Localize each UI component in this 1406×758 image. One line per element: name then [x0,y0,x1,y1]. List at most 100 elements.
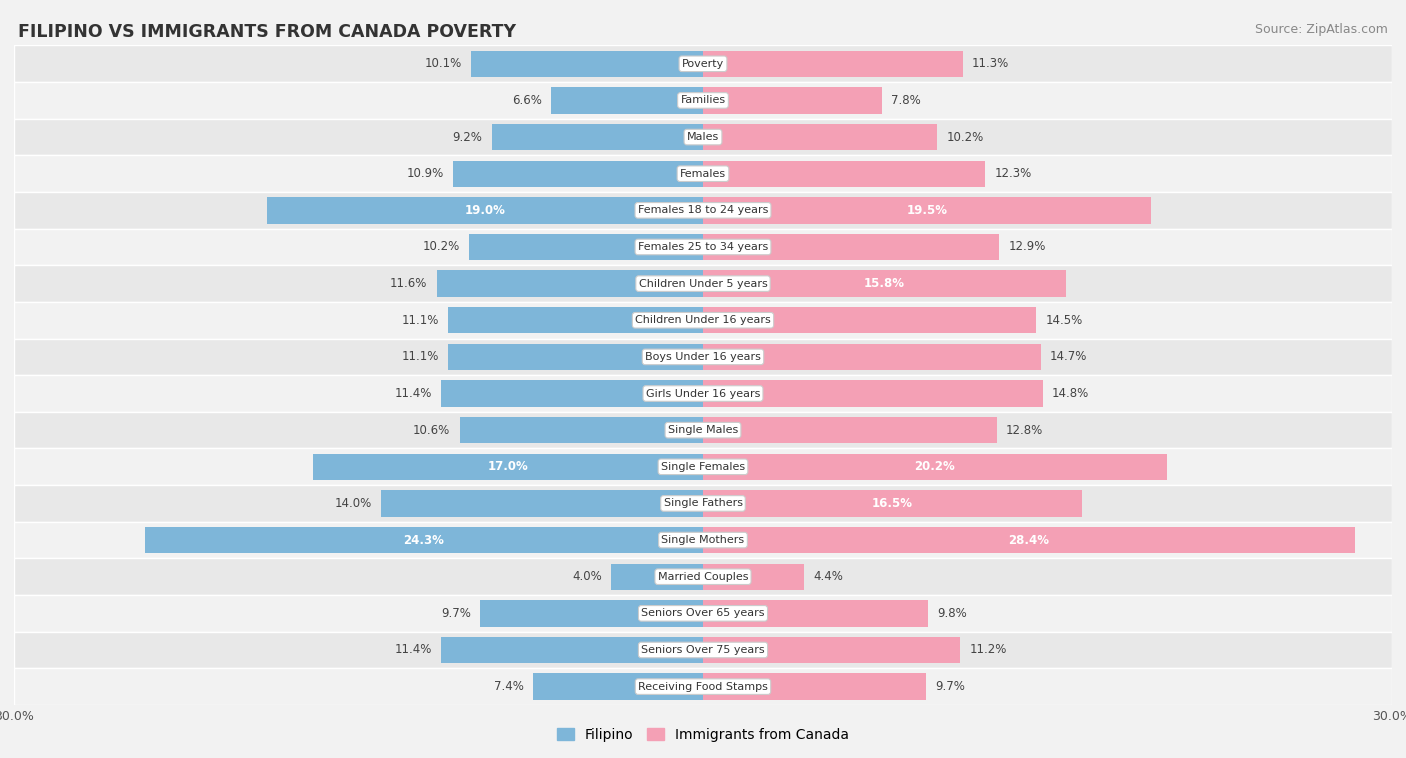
Bar [14,595,1392,631]
Bar [14,522,1392,559]
Text: 9.2%: 9.2% [453,130,482,143]
Text: Single Mothers: Single Mothers [661,535,745,545]
Bar [703,161,986,187]
Text: 4.4%: 4.4% [813,570,844,583]
Text: Seniors Over 65 years: Seniors Over 65 years [641,609,765,619]
Bar [471,51,703,77]
Bar [449,307,703,334]
Text: Males: Males [688,132,718,142]
Bar [14,559,1392,595]
Text: 7.8%: 7.8% [891,94,921,107]
Text: Single Fathers: Single Fathers [664,499,742,509]
Text: 14.8%: 14.8% [1052,387,1090,400]
Bar [441,381,703,407]
Bar [267,197,703,224]
Bar [453,161,703,187]
Legend: Filipino, Immigrants from Canada: Filipino, Immigrants from Canada [551,722,855,747]
Bar [481,600,703,627]
Bar [703,87,882,114]
Bar [381,490,703,517]
Text: Girls Under 16 years: Girls Under 16 years [645,389,761,399]
Text: 16.5%: 16.5% [872,497,912,510]
Text: 10.6%: 10.6% [413,424,450,437]
Text: Females 25 to 34 years: Females 25 to 34 years [638,242,768,252]
Text: 4.0%: 4.0% [572,570,602,583]
Bar [533,673,703,700]
Text: 14.7%: 14.7% [1050,350,1087,363]
Bar [703,563,804,590]
Bar [703,307,1036,334]
Text: 19.5%: 19.5% [907,204,948,217]
Bar [14,449,1392,485]
Bar [14,45,1392,82]
Text: Families: Families [681,96,725,105]
Bar [14,302,1392,339]
Text: 11.6%: 11.6% [389,277,427,290]
Text: 7.4%: 7.4% [494,680,524,693]
Bar [468,233,703,260]
Text: Receiving Food Stamps: Receiving Food Stamps [638,681,768,691]
Text: 11.4%: 11.4% [395,387,432,400]
Bar [703,124,938,150]
Text: 11.3%: 11.3% [972,58,1010,70]
Text: 14.5%: 14.5% [1045,314,1083,327]
Bar [14,631,1392,669]
Text: 11.2%: 11.2% [969,644,1007,656]
Bar [703,673,925,700]
Text: Single Males: Single Males [668,425,738,435]
Text: 24.3%: 24.3% [404,534,444,547]
Bar [14,265,1392,302]
Text: 17.0%: 17.0% [488,460,529,473]
Bar [703,197,1152,224]
Text: FILIPINO VS IMMIGRANTS FROM CANADA POVERTY: FILIPINO VS IMMIGRANTS FROM CANADA POVER… [18,23,516,41]
Text: 11.4%: 11.4% [395,644,432,656]
Bar [14,155,1392,192]
Bar [312,453,703,480]
Bar [449,343,703,370]
Bar [703,453,1167,480]
Bar [14,339,1392,375]
Text: Source: ZipAtlas.com: Source: ZipAtlas.com [1254,23,1388,36]
Bar [703,381,1043,407]
Text: Seniors Over 75 years: Seniors Over 75 years [641,645,765,655]
Text: 9.7%: 9.7% [441,607,471,620]
Text: 6.6%: 6.6% [512,94,543,107]
Text: 11.1%: 11.1% [402,350,439,363]
Text: Married Couples: Married Couples [658,572,748,581]
Bar [437,271,703,297]
Text: Poverty: Poverty [682,59,724,69]
Bar [703,51,963,77]
Text: Single Females: Single Females [661,462,745,471]
Bar [551,87,703,114]
Text: 11.1%: 11.1% [402,314,439,327]
Text: 15.8%: 15.8% [863,277,905,290]
Bar [703,600,928,627]
Bar [14,82,1392,119]
Bar [14,229,1392,265]
Bar [460,417,703,443]
Bar [703,490,1083,517]
Bar [612,563,703,590]
Text: Females: Females [681,169,725,179]
Text: 10.2%: 10.2% [422,240,460,253]
Bar [441,637,703,663]
Bar [14,412,1392,449]
Text: 9.8%: 9.8% [938,607,967,620]
Bar [14,669,1392,705]
Bar [14,375,1392,412]
Text: 14.0%: 14.0% [335,497,373,510]
Bar [703,637,960,663]
Bar [703,271,1066,297]
Text: 12.8%: 12.8% [1007,424,1043,437]
Bar [14,485,1392,522]
Bar [145,527,703,553]
Bar [703,343,1040,370]
Bar [703,527,1355,553]
Text: 12.9%: 12.9% [1008,240,1046,253]
Bar [703,417,997,443]
Bar [14,192,1392,229]
Text: 12.3%: 12.3% [994,168,1032,180]
Text: Boys Under 16 years: Boys Under 16 years [645,352,761,362]
Bar [703,233,1000,260]
Text: Children Under 16 years: Children Under 16 years [636,315,770,325]
